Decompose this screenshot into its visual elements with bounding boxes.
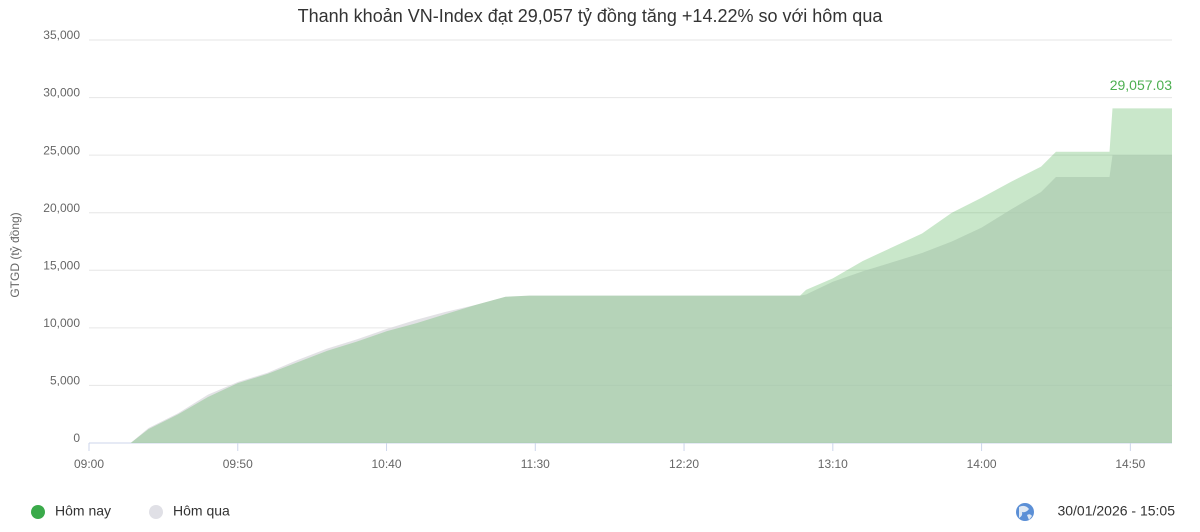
x-tick-label: 11:30: [521, 457, 550, 471]
x-tick-label: 13:10: [818, 457, 848, 471]
legend-marker: [31, 505, 45, 519]
x-tick-label: 09:50: [223, 457, 253, 471]
y-axis-label: GTGD (tỷ đồng): [8, 212, 22, 297]
chart-title: Thanh khoản VN-Index đạt 29,057 tỷ đồng …: [298, 6, 884, 26]
globe-icon: [1016, 503, 1034, 521]
y-tick-label: 25,000: [43, 143, 80, 157]
x-tick-label: 10:40: [372, 457, 402, 471]
area: [130, 155, 1173, 443]
y-tick-label: 20,000: [43, 201, 80, 215]
x-tick-label: 09:00: [74, 457, 104, 471]
y-tick-label: 10,000: [43, 316, 80, 330]
y-tick-label: 5,000: [50, 374, 80, 388]
y-tick-label: 30,000: [43, 86, 80, 100]
y-tick-label: 35,000: [43, 28, 80, 42]
legend-label[interactable]: Hôm nay: [55, 503, 111, 519]
y-tick-label: 0: [73, 431, 80, 445]
y-tick-label: 15,000: [43, 258, 80, 272]
area: [130, 108, 1173, 444]
timestamp: 30/01/2026 - 15:05: [1057, 503, 1175, 519]
x-tick-label: 14:00: [967, 457, 997, 471]
legend-marker: [149, 505, 163, 519]
x-tick-label: 12:20: [669, 457, 699, 471]
legend-label[interactable]: Hôm qua: [173, 503, 230, 519]
data-label: 29,057.03: [1110, 77, 1172, 93]
x-tick-label: 14:50: [1115, 457, 1145, 471]
